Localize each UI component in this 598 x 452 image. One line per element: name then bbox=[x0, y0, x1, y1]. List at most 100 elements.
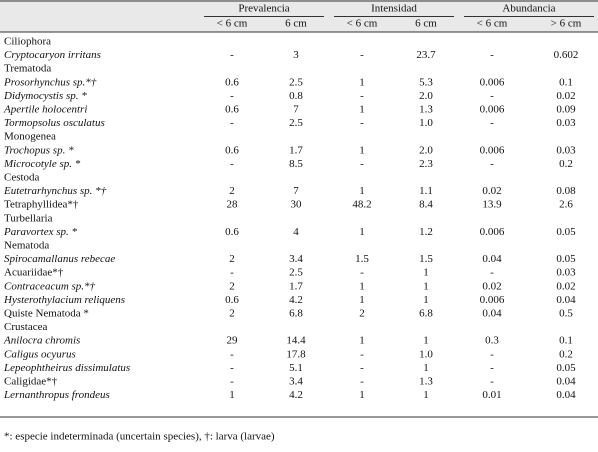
cell: - bbox=[490, 267, 494, 279]
taxon-name: Caligidae*† bbox=[4, 376, 58, 388]
cell: 2 bbox=[229, 253, 235, 265]
cell: 0.006 bbox=[480, 226, 505, 238]
cell: 1.1 bbox=[419, 185, 433, 197]
taxon-name: Lepeophtheirus dissimulatus bbox=[3, 362, 130, 374]
cell: - bbox=[490, 90, 494, 102]
cell: - bbox=[230, 158, 234, 170]
cell: 2 bbox=[229, 308, 235, 320]
group-name: Crustacea bbox=[4, 321, 47, 333]
cell: 0.2 bbox=[559, 348, 573, 360]
cell: - bbox=[230, 362, 234, 374]
cell: 7 bbox=[293, 104, 299, 116]
cell: 1.0 bbox=[419, 117, 433, 129]
cell: 0.6 bbox=[225, 144, 239, 156]
cell: 29 bbox=[227, 335, 239, 347]
taxon-name: Tormopsolus osculatus bbox=[4, 117, 105, 129]
cell: 8.4 bbox=[419, 199, 433, 211]
cell: 2.6 bbox=[559, 199, 573, 211]
taxon-name: Cryptocaryon irritans bbox=[4, 49, 101, 61]
cell: 1 bbox=[423, 362, 429, 374]
cell: 14.4 bbox=[286, 335, 306, 347]
cell: - bbox=[360, 49, 364, 61]
cell: 0.04 bbox=[482, 308, 502, 320]
cell: 1 bbox=[359, 389, 365, 401]
cell: 13.9 bbox=[482, 199, 502, 211]
cell: 1.3 bbox=[419, 104, 433, 116]
cell: 23.7 bbox=[416, 49, 436, 61]
cell: 1 bbox=[423, 267, 429, 279]
cell: 6.8 bbox=[289, 308, 303, 320]
cell: 1 bbox=[423, 335, 429, 347]
cell: 1 bbox=[423, 389, 429, 401]
cell: 0.05 bbox=[556, 253, 576, 265]
cell: 0.02 bbox=[556, 280, 575, 292]
cell: 1 bbox=[359, 294, 365, 306]
taxon-name: Paravortex sp. * bbox=[3, 226, 78, 238]
taxon-name: Lernanthropus frondeus bbox=[3, 389, 110, 401]
cell: 1.2 bbox=[419, 226, 433, 238]
cell: 0.03 bbox=[556, 267, 576, 279]
cell: - bbox=[360, 267, 364, 279]
column-header: 6 cm bbox=[285, 18, 307, 30]
cell: 0.3 bbox=[485, 335, 499, 347]
cell: 0.09 bbox=[556, 104, 576, 116]
cell: 2 bbox=[229, 280, 235, 292]
cell: 0.6 bbox=[225, 294, 239, 306]
cell: 1.7 bbox=[289, 144, 303, 156]
cell: 0.6 bbox=[225, 104, 239, 116]
cell: - bbox=[360, 90, 364, 102]
cell: - bbox=[490, 117, 494, 129]
cell: 48.2 bbox=[352, 199, 371, 211]
group-header: Abundancia bbox=[502, 3, 555, 15]
cell: 0.5 bbox=[559, 308, 573, 320]
cell: 2.0 bbox=[419, 144, 433, 156]
cell: - bbox=[490, 49, 494, 61]
cell: 0.006 bbox=[480, 294, 505, 306]
taxon-name: Contraceacum sp.*† bbox=[4, 280, 96, 292]
cell: 0.006 bbox=[480, 76, 505, 88]
column-header: < 6 cm bbox=[217, 18, 248, 30]
cell: 4 bbox=[293, 226, 299, 238]
cell: - bbox=[360, 362, 364, 374]
taxon-name: Hysterothylacium reliquens bbox=[3, 294, 125, 306]
taxon-name: Quiste Nematoda * bbox=[4, 308, 89, 320]
cell: 6.8 bbox=[419, 308, 433, 320]
cell: - bbox=[360, 376, 364, 388]
cell: 7 bbox=[293, 185, 299, 197]
taxon-name: Spirocamallanus rebecae bbox=[4, 253, 115, 265]
cell: 1.0 bbox=[419, 348, 433, 360]
cell: 2.0 bbox=[419, 90, 433, 102]
cell: 0.02 bbox=[482, 185, 501, 197]
cell: - bbox=[360, 348, 364, 360]
taxon-name: Microcotyle sp. * bbox=[3, 158, 81, 170]
cell: 1 bbox=[359, 76, 365, 88]
cell: 17.8 bbox=[286, 348, 306, 360]
cell: 0.03 bbox=[556, 117, 576, 129]
cell: 3 bbox=[293, 49, 299, 61]
group-name: Turbellaria bbox=[4, 212, 53, 224]
cell: 8.5 bbox=[289, 158, 303, 170]
cell: - bbox=[490, 348, 494, 360]
group-name: Ciliophora bbox=[4, 36, 51, 48]
cell: 0.02 bbox=[556, 90, 575, 102]
cell: 0.006 bbox=[480, 104, 505, 116]
cell: 0.04 bbox=[556, 294, 576, 306]
cell: 0.04 bbox=[556, 389, 576, 401]
taxon-name: Apertile holocentri bbox=[3, 104, 87, 116]
column-header: 6 cm bbox=[415, 18, 437, 30]
cell: 1.5 bbox=[419, 253, 433, 265]
cell: - bbox=[230, 376, 234, 388]
cell: 1.7 bbox=[289, 280, 303, 292]
group-header: Intensidad bbox=[371, 3, 417, 15]
cell: 0.006 bbox=[480, 144, 505, 156]
taxon-name: Caligus ocyurus bbox=[4, 348, 76, 360]
column-header: < 6 cm bbox=[347, 18, 378, 30]
cell: - bbox=[230, 267, 234, 279]
cell: 0.01 bbox=[482, 389, 501, 401]
cell: 2.5 bbox=[289, 117, 303, 129]
group-name: Nematoda bbox=[4, 240, 49, 252]
cell: 5.3 bbox=[419, 76, 433, 88]
cell: 4.2 bbox=[289, 294, 303, 306]
cell: 4.2 bbox=[289, 389, 303, 401]
